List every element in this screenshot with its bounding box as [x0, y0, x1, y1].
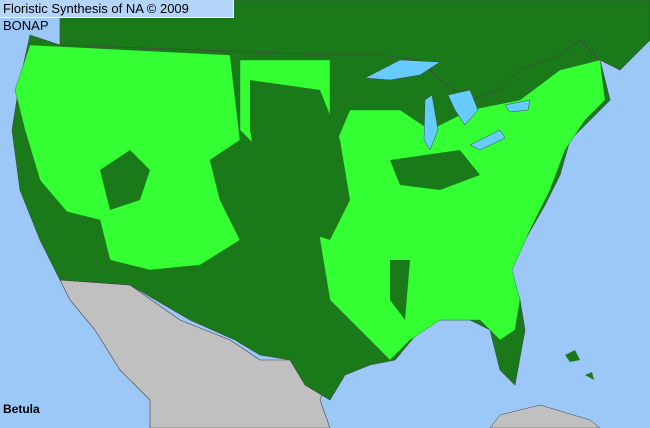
taxon-label: Betula [3, 402, 40, 416]
great-lakes [364, 59, 531, 151]
bahamas-islands [565, 350, 594, 380]
mexico-region [59, 279, 331, 428]
cuba-island [489, 404, 601, 428]
absent-patches [40, 80, 480, 320]
map-title: Floristic Synthesis of NA © 2009 BONAP [0, 0, 234, 33]
